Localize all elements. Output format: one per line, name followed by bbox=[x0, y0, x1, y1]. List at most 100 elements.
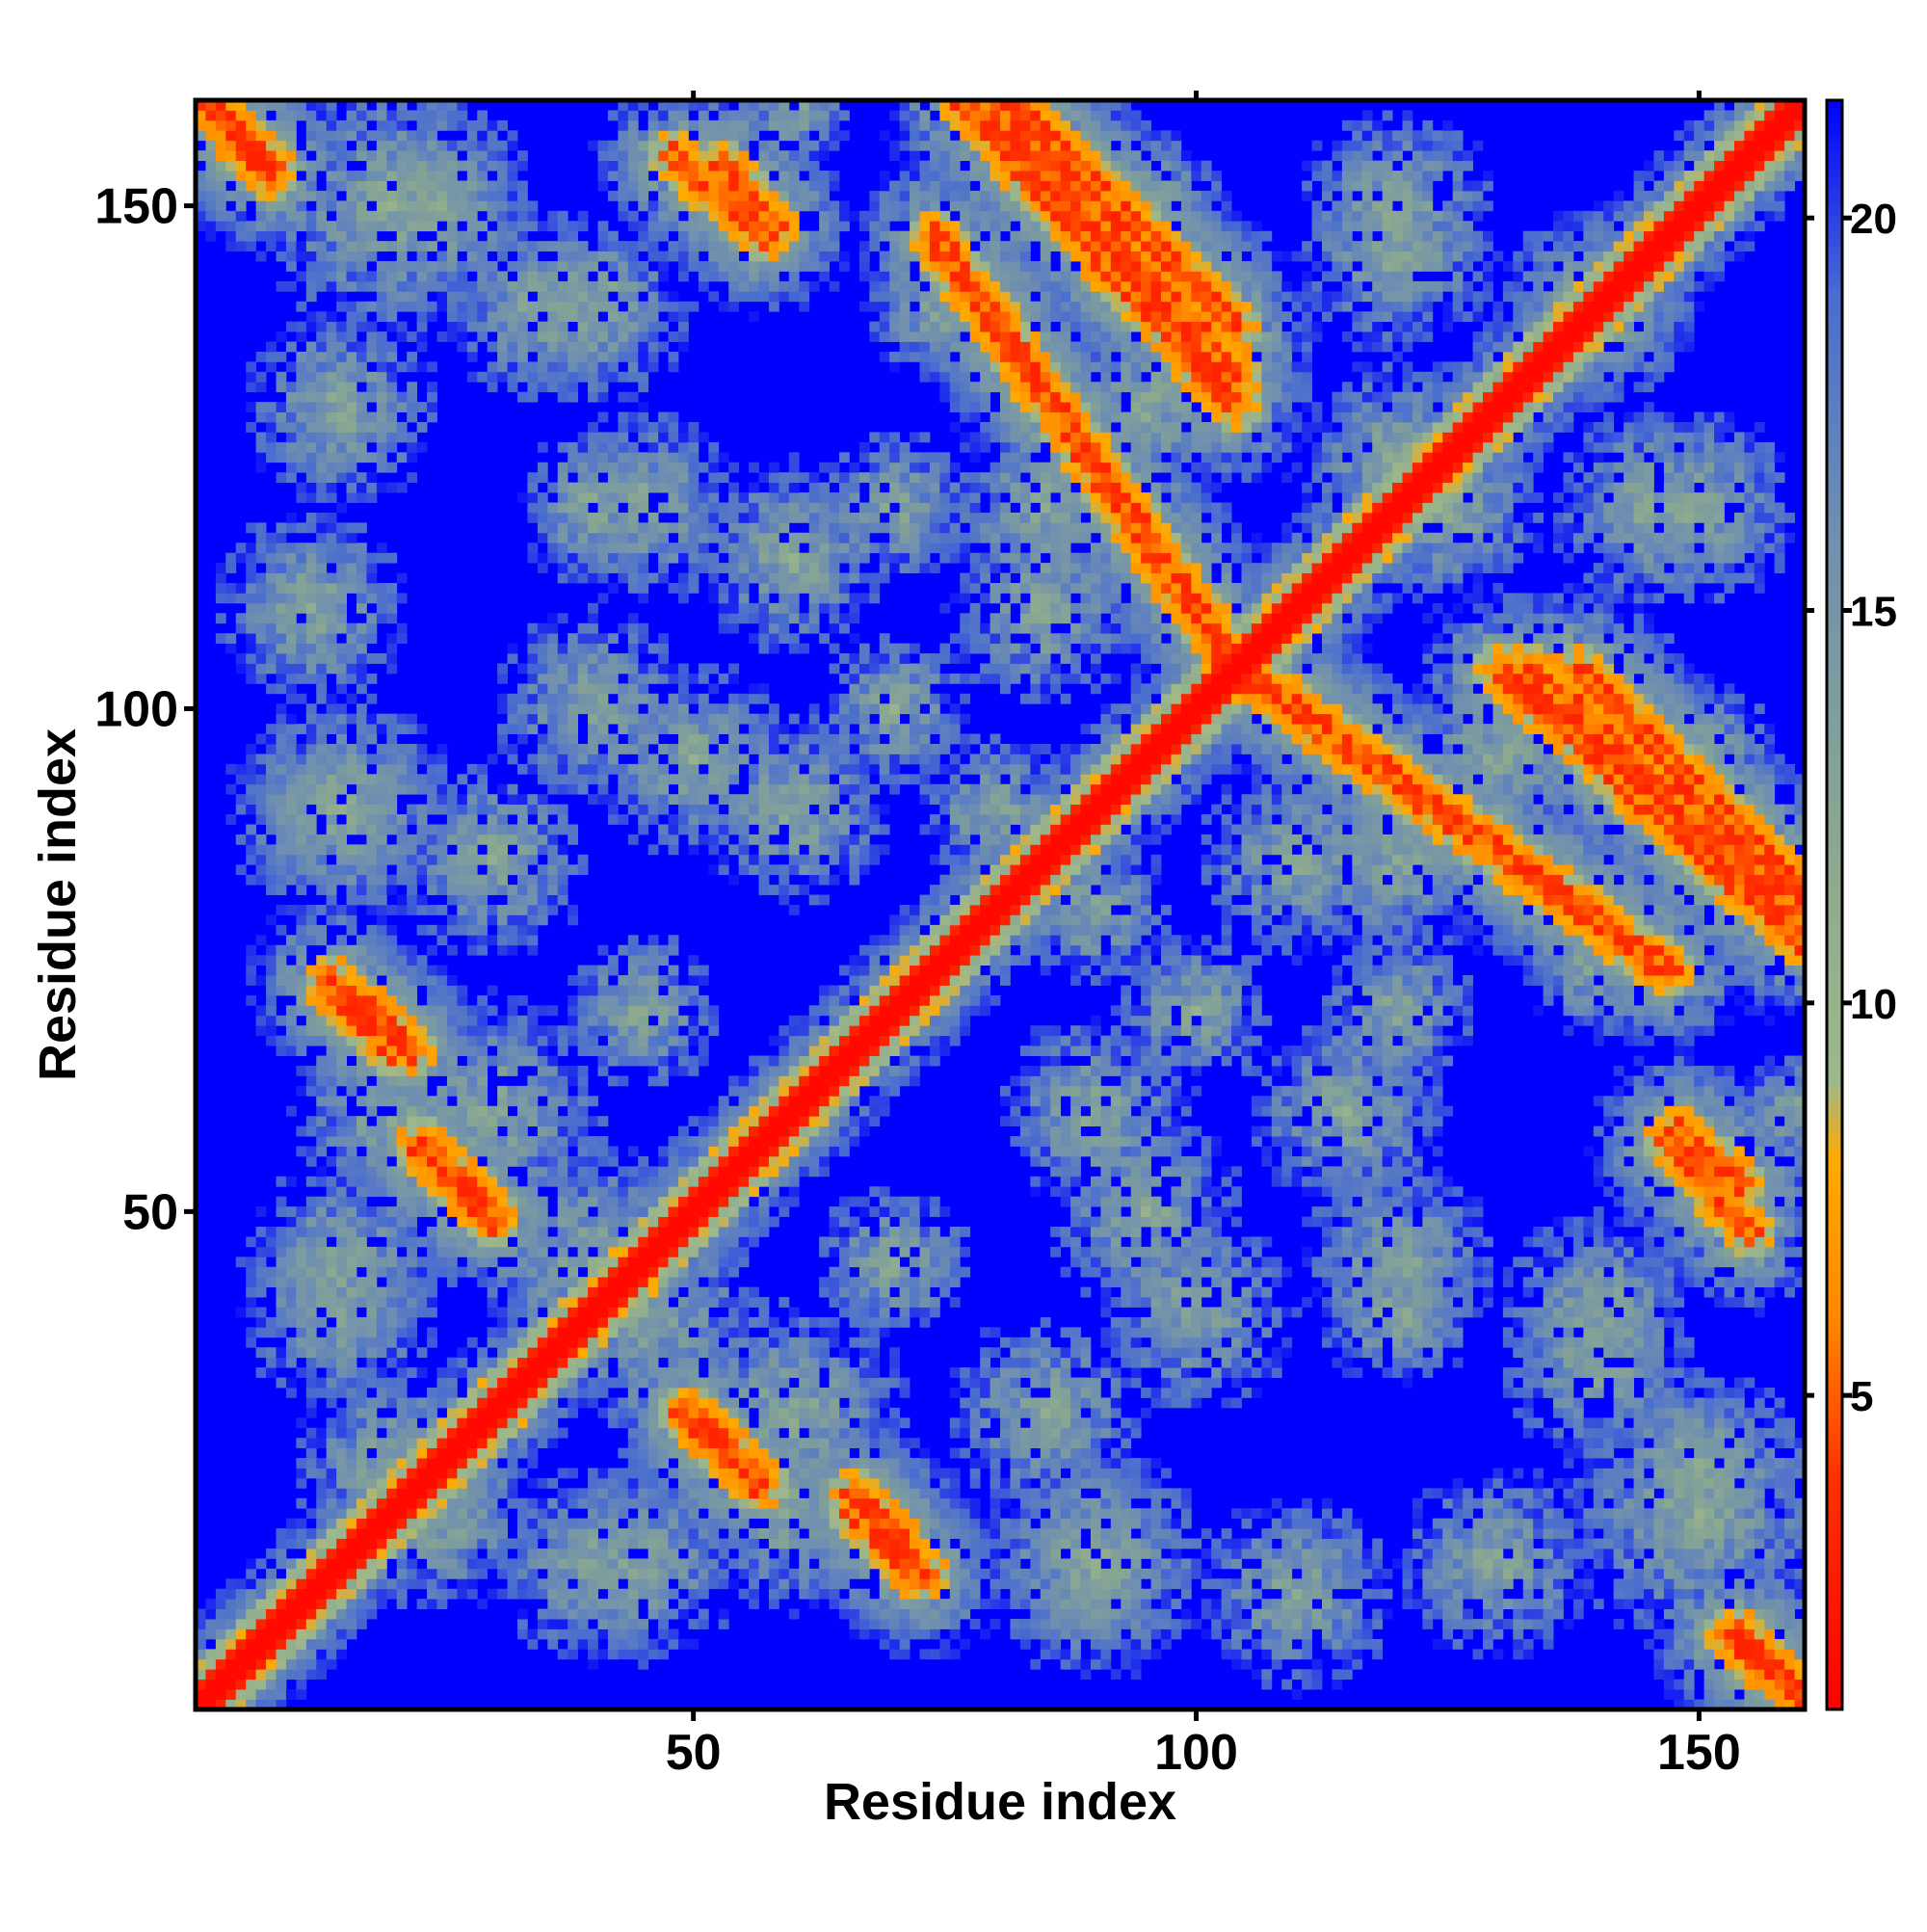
heatmap-cell bbox=[396, 1206, 408, 1217]
heatmap-cell bbox=[336, 844, 347, 856]
heatmap-cell bbox=[215, 130, 226, 142]
heatmap-cell bbox=[346, 1568, 357, 1579]
heatmap-cell bbox=[446, 331, 458, 342]
heatmap-cell bbox=[356, 1407, 367, 1418]
heatmap-cell bbox=[386, 1337, 398, 1348]
heatmap-cell bbox=[366, 905, 378, 915]
heatmap-cell bbox=[497, 1548, 508, 1559]
heatmap-cell bbox=[487, 1528, 498, 1539]
heatmap-cell bbox=[658, 1608, 669, 1620]
heatmap-cell bbox=[487, 291, 498, 303]
heatmap-cell bbox=[266, 1367, 277, 1378]
heatmap-cell bbox=[457, 1176, 468, 1187]
heatmap-cell bbox=[678, 774, 689, 785]
heatmap-cell bbox=[557, 1497, 568, 1509]
heatmap-cell bbox=[427, 411, 437, 423]
heatmap-cell bbox=[517, 1578, 528, 1590]
heatmap-cell bbox=[336, 1236, 347, 1248]
heatmap-cell bbox=[466, 1407, 478, 1418]
heatmap-cell bbox=[638, 230, 649, 242]
heatmap-cell bbox=[346, 1166, 357, 1178]
heatmap-cell bbox=[446, 1367, 458, 1378]
heatmap-cell bbox=[537, 1558, 548, 1570]
heatmap-cell bbox=[607, 1347, 619, 1359]
heatmap-cell bbox=[305, 1196, 317, 1207]
heatmap-cell bbox=[376, 361, 387, 373]
heatmap-cell bbox=[396, 824, 408, 835]
heatmap-cell bbox=[356, 1125, 367, 1137]
heatmap-cell bbox=[658, 563, 669, 573]
heatmap-cell bbox=[497, 1407, 508, 1418]
heatmap-cell bbox=[225, 1699, 237, 1710]
heatmap-cell bbox=[326, 552, 337, 564]
heatmap-cell bbox=[588, 1558, 598, 1570]
heatmap-cell bbox=[356, 150, 367, 162]
heatmap-cell bbox=[557, 1307, 568, 1318]
heatmap-cell bbox=[658, 1196, 669, 1207]
heatmap-cell bbox=[376, 1096, 387, 1107]
heatmap-cell bbox=[627, 1608, 639, 1620]
heatmap-cell bbox=[487, 140, 498, 151]
heatmap-cell bbox=[668, 291, 679, 303]
heatmap-cell bbox=[527, 693, 539, 704]
heatmap-cell bbox=[647, 280, 659, 292]
heatmap-cell bbox=[255, 653, 267, 664]
heatmap-cell bbox=[537, 1236, 548, 1248]
heatmap-cell bbox=[638, 543, 649, 554]
heatmap-cell bbox=[255, 1025, 267, 1037]
heatmap-cell bbox=[688, 1578, 700, 1590]
heatmap-cell bbox=[457, 864, 468, 876]
heatmap-cell bbox=[407, 1458, 418, 1469]
heatmap-cell bbox=[276, 1538, 287, 1549]
heatmap-cell bbox=[487, 754, 498, 765]
heatmap-cell bbox=[376, 1035, 387, 1046]
heatmap-cell bbox=[316, 1599, 328, 1610]
heatmap-cell bbox=[627, 733, 639, 745]
heatmap-cell bbox=[396, 1146, 408, 1157]
heatmap-cell bbox=[376, 1015, 387, 1026]
heatmap-cell bbox=[557, 1377, 568, 1389]
heatmap-cells bbox=[196, 100, 1806, 1710]
heatmap-cell bbox=[638, 371, 649, 383]
heatmap-cell bbox=[316, 1316, 328, 1328]
heatmap-cell bbox=[597, 1599, 609, 1610]
heatmap-cell bbox=[577, 1599, 589, 1610]
heatmap-cell bbox=[436, 1497, 448, 1509]
heatmap-cell bbox=[427, 804, 437, 815]
heatmap-cell bbox=[235, 1619, 247, 1629]
heatmap-cell bbox=[487, 1588, 498, 1600]
heatmap-cell bbox=[407, 994, 418, 1006]
heatmap-cell bbox=[477, 280, 488, 292]
heatmap-cell bbox=[326, 382, 337, 393]
heatmap-cell bbox=[366, 1105, 378, 1117]
heatmap-cell bbox=[607, 280, 619, 292]
heatmap-cell bbox=[658, 1045, 669, 1056]
heatmap-cell bbox=[346, 572, 357, 584]
heatmap-cell bbox=[407, 1055, 418, 1067]
heatmap-cell bbox=[627, 713, 639, 725]
heatmap-cell bbox=[326, 663, 337, 675]
heatmap-cell bbox=[305, 341, 317, 353]
heatmap-cell bbox=[547, 1075, 559, 1087]
heatmap-cell bbox=[316, 190, 328, 201]
heatmap-cell bbox=[326, 1066, 337, 1076]
heatmap-cell bbox=[276, 683, 287, 695]
heatmap-cell bbox=[366, 834, 378, 845]
heatmap-cell bbox=[296, 643, 307, 654]
heatmap-cell bbox=[276, 583, 287, 594]
heatmap-cell bbox=[276, 1628, 287, 1640]
heatmap-cell bbox=[285, 572, 297, 584]
heatmap-cell bbox=[557, 492, 568, 503]
heatmap-cell bbox=[527, 643, 539, 654]
heatmap-cell bbox=[557, 1388, 568, 1398]
heatmap-cell bbox=[436, 1035, 448, 1046]
heatmap-cell bbox=[557, 774, 568, 785]
heatmap-cell bbox=[416, 119, 428, 131]
heatmap-cell bbox=[497, 1447, 508, 1459]
heatmap-cell bbox=[688, 422, 700, 433]
heatmap-cell bbox=[326, 200, 337, 212]
heatmap-cell bbox=[638, 341, 649, 353]
heatmap-cell bbox=[366, 221, 378, 232]
heatmap-cell bbox=[296, 1689, 307, 1700]
heatmap-cell bbox=[246, 844, 257, 856]
